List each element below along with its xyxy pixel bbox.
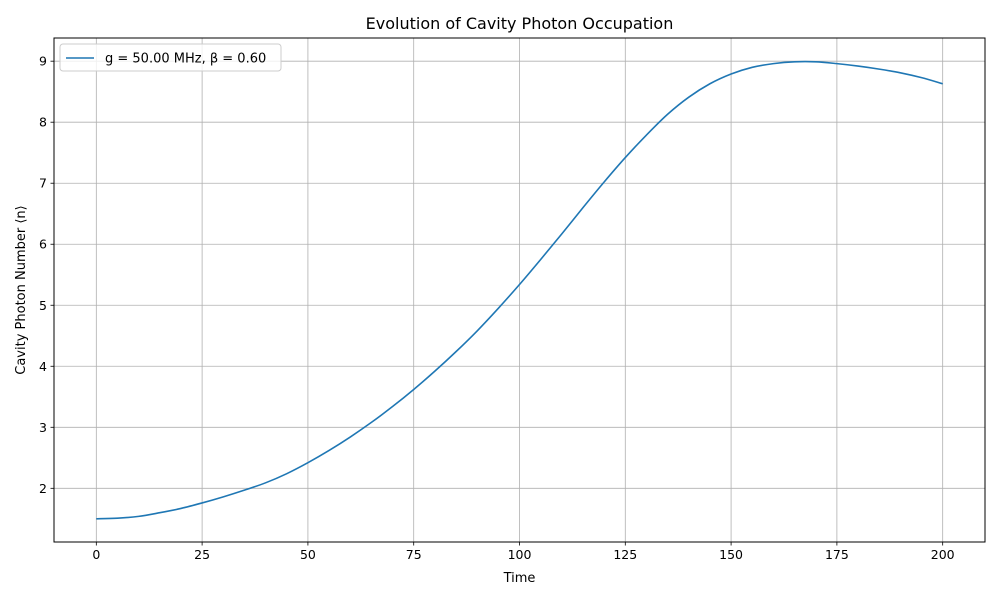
x-tick-label: 175 — [825, 547, 849, 562]
x-axis-title: Time — [503, 571, 536, 586]
chart-title: Evolution of Cavity Photon Occupation — [366, 14, 674, 33]
y-tick-label: 9 — [39, 54, 47, 69]
legend: g = 50.00 MHz, β = 0.60 — [59, 43, 282, 72]
series-layer — [96, 60, 943, 520]
x-tick-label: 25 — [194, 547, 210, 562]
y-tick-label: 4 — [39, 359, 47, 374]
y-tick-label: 8 — [39, 115, 47, 130]
y-tick-label: 3 — [39, 420, 47, 435]
legend-label: g = 50.00 MHz, β = 0.60 — [105, 52, 266, 67]
y-tick-label: 2 — [39, 481, 47, 496]
x-tick-label: 200 — [931, 547, 955, 562]
x-tick-label: 100 — [508, 547, 532, 562]
grid — [54, 38, 985, 542]
y-tick-label: 7 — [39, 176, 47, 191]
ticks: 0 25 50 75 100 125 150 175 200 2 3 4 5 6 7 8 9 — [39, 54, 955, 562]
x-tick-label: 0 — [92, 547, 100, 562]
y-tick-label: 5 — [39, 298, 47, 313]
y-axis-title: Cavity Photon Number ⟨n⟩ — [14, 205, 29, 374]
x-tick-label: 75 — [406, 547, 422, 562]
legend-box — [59, 43, 282, 72]
x-tick-label: 125 — [613, 547, 637, 562]
x-tick-label: 50 — [300, 547, 316, 562]
series-line-0 — [96, 60, 943, 520]
x-tick-label: 150 — [719, 547, 743, 562]
y-tick-label: 6 — [39, 237, 47, 252]
